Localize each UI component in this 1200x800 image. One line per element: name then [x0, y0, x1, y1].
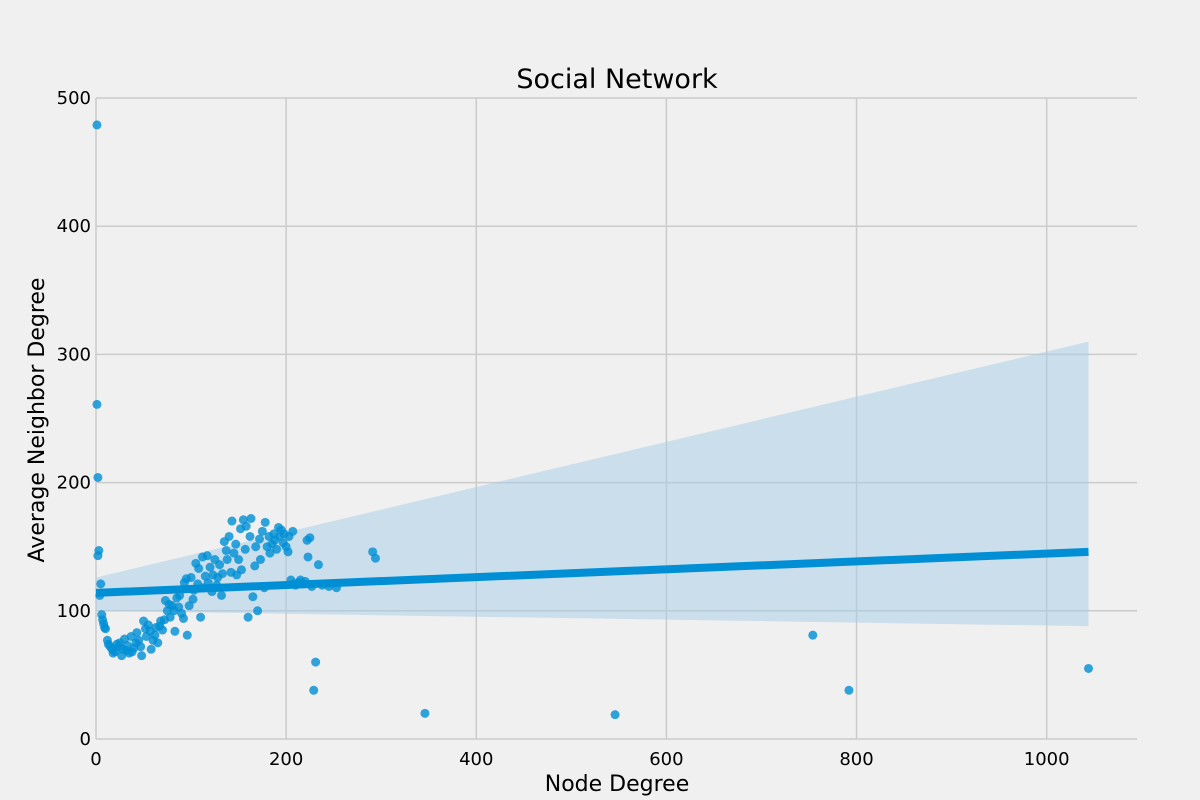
data-point	[240, 544, 250, 554]
data-point	[1084, 663, 1094, 673]
data-point	[93, 551, 103, 561]
data-point	[272, 544, 282, 554]
y-axis-ticks: 0 100 200 300 400 500	[57, 88, 91, 750]
data-point	[92, 120, 102, 130]
y-tick-label: 200	[57, 473, 91, 494]
data-point	[248, 592, 258, 602]
data-point	[101, 624, 111, 634]
data-point	[227, 516, 237, 526]
data-point	[251, 542, 261, 552]
data-point	[92, 399, 102, 409]
data-point	[265, 548, 275, 558]
x-axis-label: Node Degree	[545, 772, 689, 797]
data-point	[255, 555, 265, 565]
data-point	[136, 642, 146, 652]
data-point	[246, 513, 256, 523]
data-point	[309, 685, 319, 695]
x-tick-label: 400	[459, 749, 493, 770]
regression-line	[95, 547, 1089, 597]
data-point	[150, 630, 160, 640]
y-axis-label: Average Neighbor Degree	[25, 278, 50, 563]
data-point	[182, 630, 192, 640]
y-tick-label: 0	[80, 729, 91, 750]
data-point	[196, 612, 206, 622]
y-tick-label: 500	[57, 88, 91, 109]
data-point	[146, 644, 156, 654]
data-point	[96, 579, 106, 589]
data-point	[253, 606, 263, 616]
data-point	[137, 651, 147, 661]
data-point	[178, 613, 188, 623]
data-point	[243, 612, 253, 622]
data-point	[216, 590, 226, 600]
data-point	[222, 555, 232, 565]
y-tick-label: 300	[57, 344, 91, 365]
data-point	[288, 526, 298, 536]
x-tick-label: 0	[90, 749, 101, 770]
data-point	[808, 630, 818, 640]
data-point	[303, 552, 313, 562]
data-point	[202, 551, 212, 561]
data-point	[610, 710, 620, 720]
data-point	[93, 472, 103, 482]
data-point	[245, 531, 255, 541]
data-point	[260, 517, 270, 527]
data-point	[313, 560, 323, 570]
data-point	[153, 638, 163, 648]
y-tick-label: 400	[57, 216, 91, 237]
data-point	[194, 563, 204, 573]
y-tick-label: 100	[57, 601, 91, 622]
x-tick-label: 1000	[1024, 749, 1070, 770]
data-point	[170, 626, 180, 636]
data-point	[844, 685, 854, 695]
data-point	[250, 561, 260, 571]
chart-title: Social Network	[516, 64, 718, 95]
data-point	[132, 628, 142, 638]
data-point	[371, 553, 381, 563]
data-point	[255, 534, 265, 544]
data-point	[215, 560, 225, 570]
confidence-band	[96, 341, 1089, 627]
data-point	[241, 521, 251, 531]
data-point	[186, 572, 196, 582]
data-point	[188, 594, 198, 604]
x-axis-ticks: 0 200 400 600 800 1000	[90, 749, 1069, 770]
data-point	[420, 708, 430, 718]
data-point	[231, 539, 241, 549]
data-point	[217, 569, 227, 579]
data-point	[305, 533, 315, 543]
data-point	[221, 546, 231, 556]
data-point	[229, 548, 239, 558]
data-point	[158, 625, 168, 635]
data-point	[311, 657, 321, 667]
data-point	[236, 565, 246, 575]
x-tick-label: 600	[649, 749, 683, 770]
data-point	[257, 526, 267, 536]
x-tick-label: 200	[269, 749, 303, 770]
data-point	[283, 547, 293, 557]
data-point	[234, 555, 244, 565]
x-tick-label: 800	[839, 749, 873, 770]
data-point	[224, 531, 234, 541]
data-point	[205, 562, 215, 572]
